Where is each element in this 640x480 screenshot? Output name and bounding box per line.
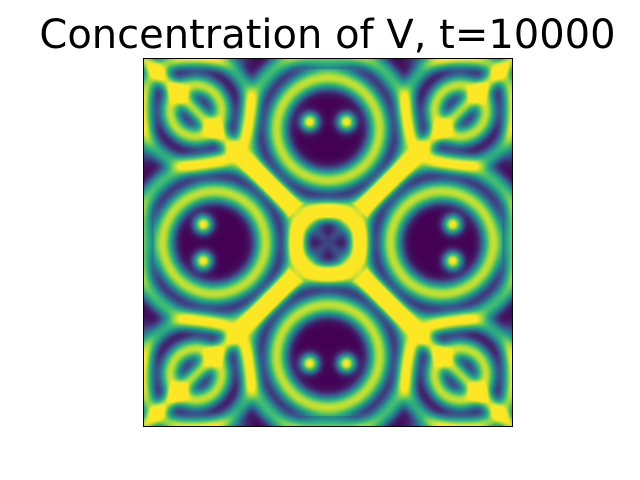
concentration-image (143, 58, 513, 427)
concentration-field-canvas (144, 59, 512, 426)
plot-title: Concentration of V, t=10000 (39, 12, 616, 58)
